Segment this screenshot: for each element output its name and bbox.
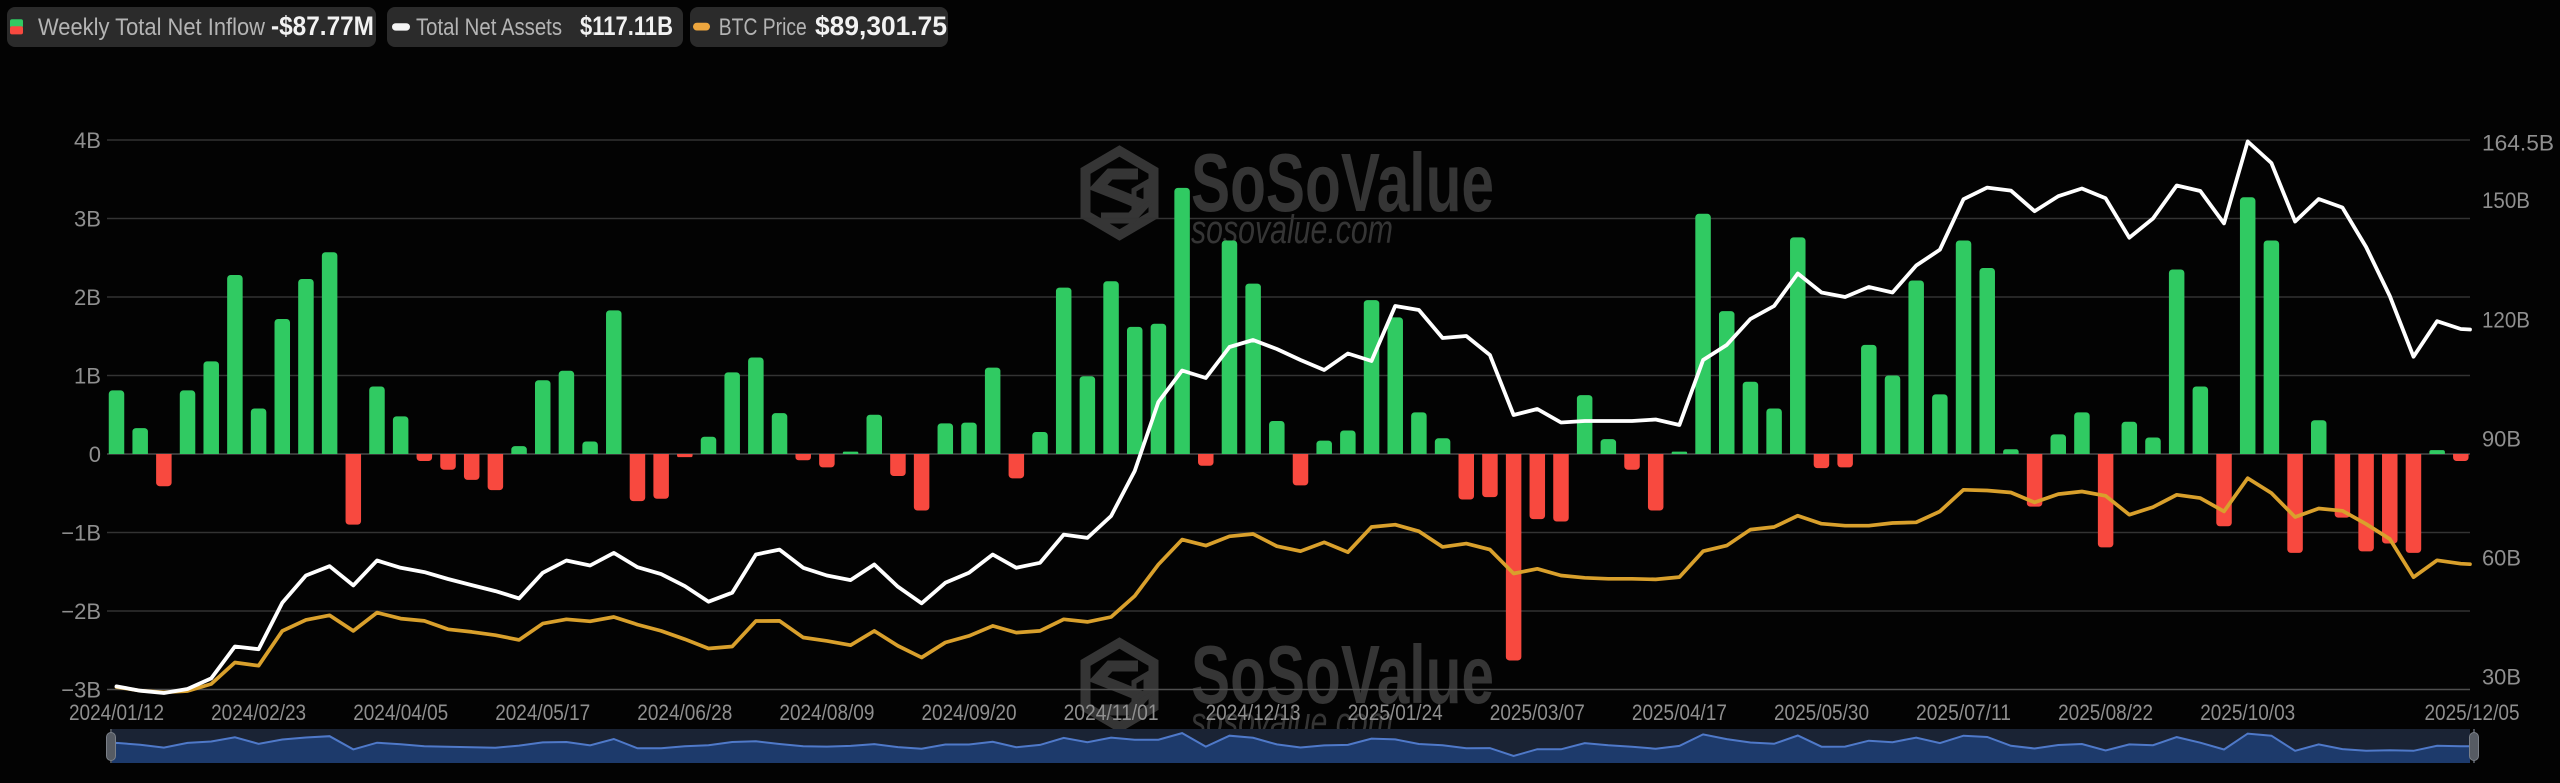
svg-text:1B: 1B [74,363,101,388]
svg-text:SoSoValue: SoSoValue [1191,628,1494,721]
svg-text:−2B: −2B [61,599,101,624]
svg-text:2024/06/28: 2024/06/28 [637,700,732,725]
svg-text:2025/12/05: 2025/12/05 [2425,700,2520,725]
svg-text:2024/02/23: 2024/02/23 [211,700,306,725]
svg-text:90B: 90B [2482,426,2521,451]
svg-text:−3B: −3B [61,677,101,702]
svg-text:30B: 30B [2482,664,2521,689]
svg-text:BTC Price: BTC Price [719,14,807,41]
svg-text:2024/05/17: 2024/05/17 [495,700,590,725]
svg-text:2024/08/09: 2024/08/09 [779,700,874,725]
svg-text:2025/05/30: 2025/05/30 [1774,700,1869,725]
svg-text:2024/12/13: 2024/12/13 [1206,700,1301,725]
svg-text:$117.11B: $117.11B [580,11,673,41]
svg-text:-$87.77M: -$87.77M [271,11,374,41]
svg-text:2025/03/07: 2025/03/07 [1490,700,1585,725]
svg-text:Total Net Assets: Total Net Assets [416,14,562,41]
svg-text:2025/10/03: 2025/10/03 [2200,700,2295,725]
svg-text:2025/07/11: 2025/07/11 [1916,700,2011,725]
svg-text:164.5B: 164.5B [2482,131,2554,156]
svg-text:2024/01/12: 2024/01/12 [69,700,164,725]
svg-text:4B: 4B [74,128,101,153]
svg-text:2024/04/05: 2024/04/05 [353,700,448,725]
svg-text:120B: 120B [2482,307,2530,332]
svg-text:2025/04/17: 2025/04/17 [1632,700,1727,725]
svg-text:−1B: −1B [61,520,101,545]
svg-text:2025/08/22: 2025/08/22 [2058,700,2153,725]
svg-text:60B: 60B [2482,545,2521,570]
svg-text:0: 0 [89,442,101,467]
svg-text:2024/11/01: 2024/11/01 [1064,700,1159,725]
svg-text:$89,301.75: $89,301.75 [815,11,947,41]
svg-text:Weekly Total Net Inflow: Weekly Total Net Inflow [38,14,266,41]
svg-text:sosovalue.com: sosovalue.com [1191,208,1393,252]
svg-text:2024/09/20: 2024/09/20 [922,700,1017,725]
svg-text:150B: 150B [2482,188,2530,213]
svg-text:3B: 3B [74,206,101,231]
svg-text:2B: 2B [74,285,101,310]
svg-text:2025/01/24: 2025/01/24 [1348,700,1443,725]
svg-text:SoSoValue: SoSoValue [1191,136,1494,229]
